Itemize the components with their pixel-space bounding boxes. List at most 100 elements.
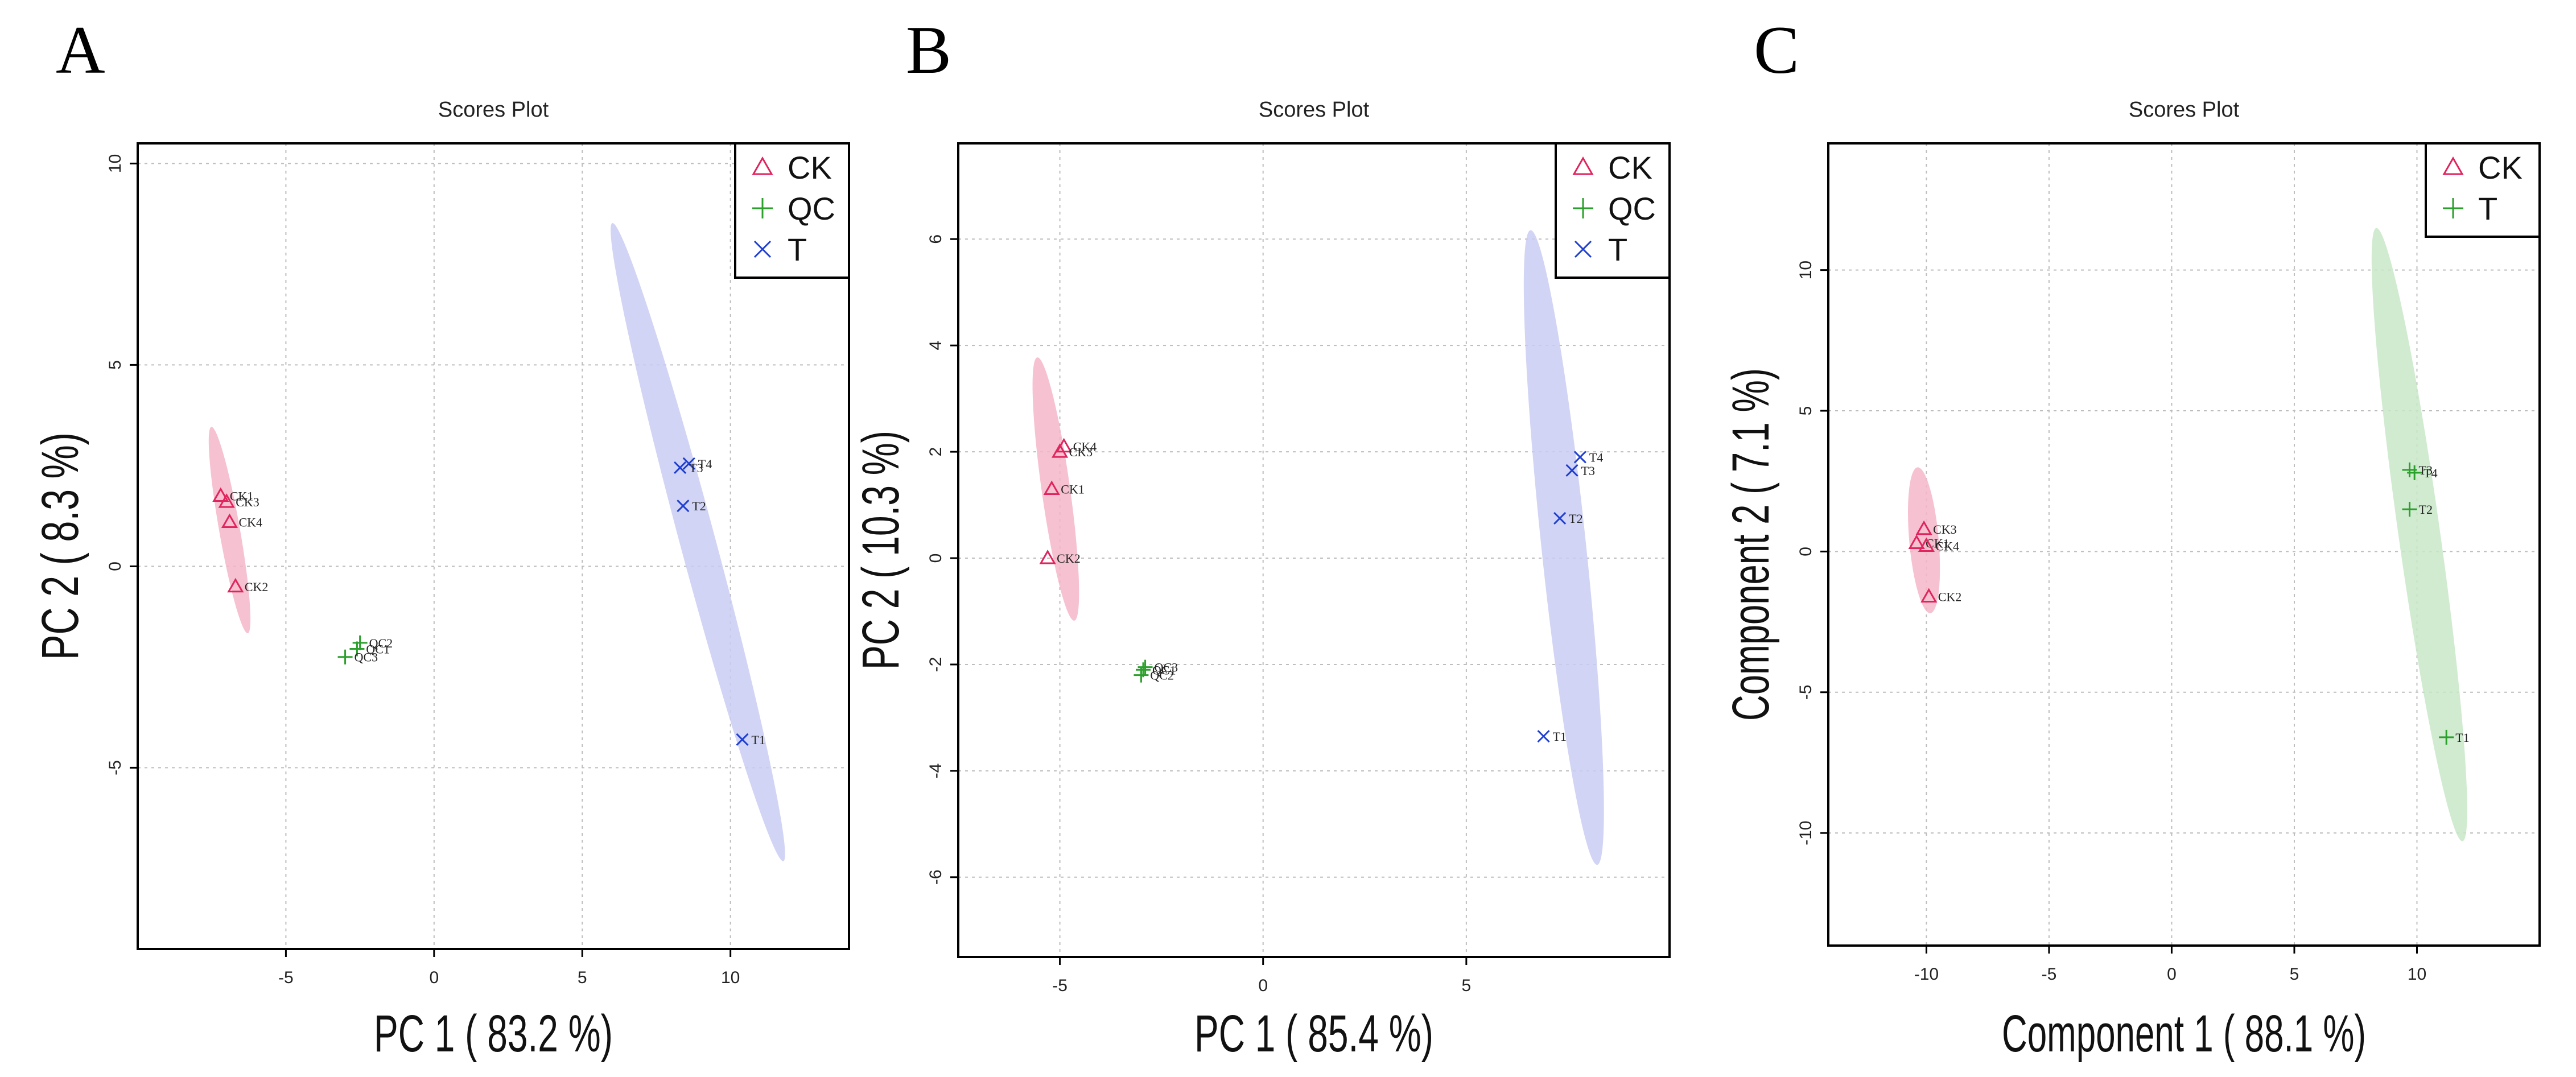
y-axis-label: PC 2 ( 8.3 %) [31,432,89,660]
x-axis-label: PC 1 ( 83.2 %) [374,1005,613,1063]
y-tick-label: -6 [926,869,945,885]
y-tick-label: -5 [1796,684,1815,700]
x-tick-label: -5 [2042,965,2057,984]
point-label-t4: T4 [1589,450,1603,464]
point-t4 [2407,465,2422,480]
panel-label: A [56,12,105,88]
point-label-ck3: CK3 [236,495,259,509]
point-label-qc1: QC1 [366,642,390,657]
point-ck2 [1920,588,1938,603]
panel-label: C [1754,12,1799,88]
point-ck4 [1918,537,1935,552]
point-t3 [1565,464,1578,477]
point-t4 [1573,451,1586,464]
point-label-t2: T2 [2419,502,2433,517]
point-label-t2: T2 [692,499,706,513]
point-label-t1: T1 [2455,731,2469,745]
panel-label: B [906,12,951,88]
point-label-ck4: CK4 [238,515,262,530]
x-axis-label: Component 1 ( 88.1 %) [2002,1005,2366,1063]
legend-marker-qc [752,198,773,218]
legend-label-qc: QC [1608,191,1656,226]
point-label-ck4: CK4 [1935,539,1959,553]
x-axis-label: PC 1 ( 85.4 %) [1194,1005,1433,1063]
legend-marker-ck [752,156,773,175]
point-label-t4: T4 [2423,466,2437,480]
legend-box [2425,142,2541,238]
x-tick-label: 0 [2167,965,2177,984]
point-label-ck1: CK1 [1061,482,1085,497]
plot-frame [957,142,1671,958]
legend-label-t: T [788,232,807,267]
point-label-t2: T2 [1569,511,1582,526]
legend-label-qc: QC [788,191,835,226]
point-label-t3: T3 [1581,464,1595,478]
y-tick-label: 0 [106,562,125,571]
legend-label-ck: CK [2478,150,2523,185]
x-tick-label: -5 [1052,976,1068,995]
point-t2 [2402,502,2417,517]
point-t1 [2439,729,2454,745]
point-label-ck3: CK3 [1933,522,1957,537]
point-ck3 [218,493,235,508]
point-label-qc3: QC3 [355,650,378,665]
y-tick-label: 4 [926,341,945,350]
plot-frame [137,142,850,950]
legend-label-t: T [2478,191,2497,226]
y-axis-label: PC 2 ( 10.3 %) [852,431,910,670]
point-t3 [674,461,687,474]
point-label-t3: T3 [2419,463,2433,477]
point-t2 [1553,511,1567,525]
point-label-t3: T3 [689,461,703,475]
point-label-ck2: CK2 [1938,590,1962,604]
y-tick-label: 6 [926,234,945,244]
confidence-ellipse-t [611,223,785,861]
legend-marker-ck [2442,156,2464,175]
y-tick-label: 0 [1796,547,1815,556]
point-label-qc1: QC1 [1152,663,1176,677]
legend-label-ck: CK [788,150,832,185]
x-tick-label: 10 [2408,965,2426,984]
y-tick-label: -5 [106,760,125,775]
legend-marker-ck [1572,156,1594,175]
x-tick-label: 5 [1462,976,1472,995]
point-qc3 [1137,659,1153,675]
legend-box [1555,142,1671,279]
point-t4 [682,457,695,470]
point-qc2 [1134,667,1149,683]
x-tick-label: 10 [721,968,740,987]
y-tick-label: 0 [926,554,945,563]
point-ck2 [227,577,244,593]
point-label-ck1: CK1 [230,489,254,504]
legend-marker-t [2443,198,2463,218]
y-tick-label: -4 [926,764,945,779]
x-tick-label: 5 [578,968,587,987]
x-tick-label: -5 [278,968,294,987]
legend-box [734,142,850,279]
point-ck1 [212,487,229,502]
point-label-ck4: CK4 [1073,440,1097,454]
point-label-ck3: CK3 [1069,445,1093,459]
point-label-t1: T1 [1553,729,1567,744]
legend-marker-t [753,240,772,258]
point-label-ck2: CK2 [1057,551,1081,566]
y-tick-label: 5 [1796,406,1815,416]
x-tick-label: 5 [2290,965,2299,984]
point-ck1 [1908,534,1925,550]
x-tick-label: -10 [1914,965,1939,984]
y-tick-label: 2 [926,447,945,457]
point-t1 [1537,730,1550,743]
y-tick-label: 5 [106,360,125,370]
point-ck3 [1051,443,1069,458]
point-label-qc2: QC2 [1150,669,1174,683]
y-axis-label: Component 2 ( 7.1 %) [1722,368,1780,721]
confidence-ellipse-ck [1908,467,1940,613]
point-t1 [736,733,749,746]
point-t2 [677,500,690,513]
legend-label-t: T [1608,232,1627,267]
y-tick-label: -10 [1796,820,1815,845]
point-ck1 [1043,480,1060,496]
